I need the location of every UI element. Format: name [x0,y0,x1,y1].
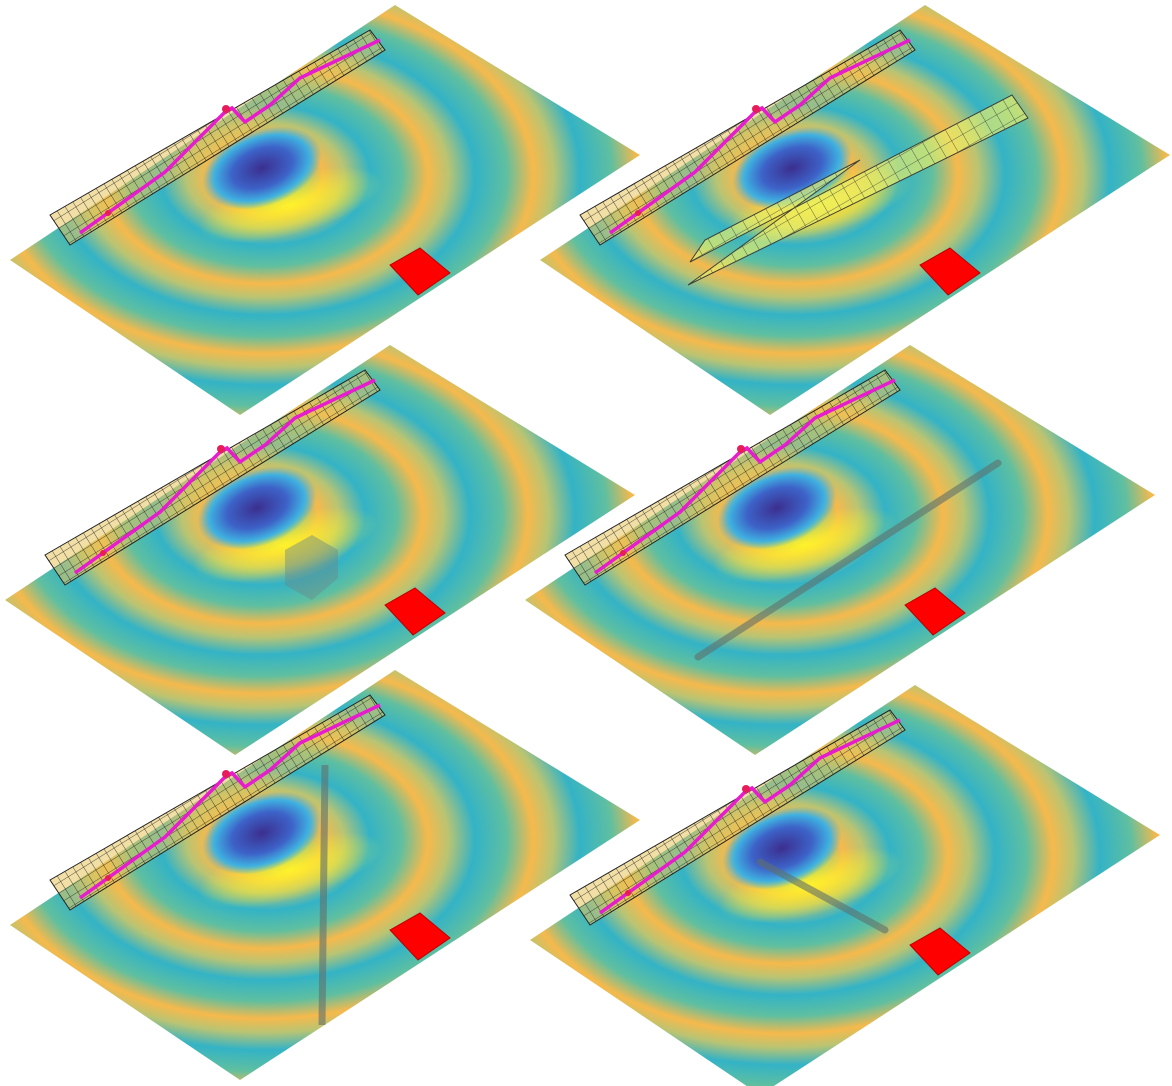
panel-3-group [0,340,645,760]
panel-4 [515,340,1165,760]
panel-6-group [520,680,1170,1086]
panel-4-group [515,340,1165,760]
panel-5-group [0,665,650,1085]
panel-2-group [530,0,1172,420]
page-body [0,0,1172,1086]
figure [0,0,1172,1086]
probe-line [322,765,325,1025]
panel-6 [520,680,1170,1086]
panel-1 [0,0,650,420]
page: {} html, body { margin: 0; padding: 0; b… [0,0,1172,1086]
panel-2 [530,0,1172,420]
